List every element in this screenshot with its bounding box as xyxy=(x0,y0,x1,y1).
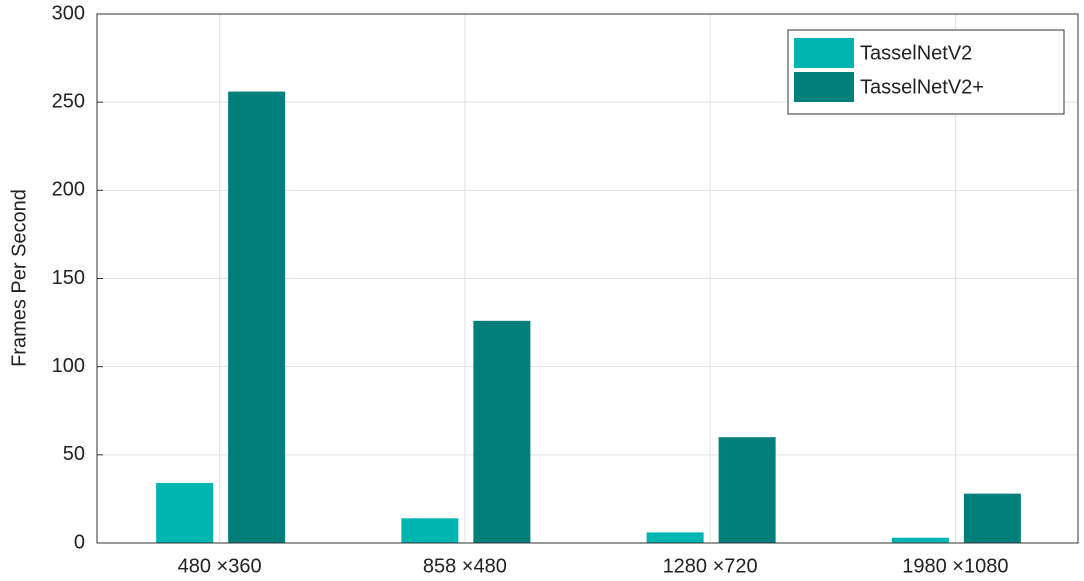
x-tick-label: 858 ×480 xyxy=(423,555,507,577)
bar xyxy=(473,320,531,543)
legend-swatch xyxy=(794,38,854,68)
bar xyxy=(401,518,459,543)
legend-label: TasselNetV2 xyxy=(860,42,972,64)
bar xyxy=(718,437,776,543)
y-axis-label: Frames Per Second xyxy=(8,189,30,367)
x-tick-label: 1980 ×1080 xyxy=(902,555,1008,577)
legend-swatch xyxy=(794,72,854,102)
x-tick-label: 1280 ×720 xyxy=(663,555,758,577)
y-tick-label: 150 xyxy=(52,267,85,289)
y-tick-label: 200 xyxy=(52,179,85,201)
y-tick-label: 50 xyxy=(63,443,85,465)
legend-label: TasselNetV2+ xyxy=(860,76,984,98)
x-tick-label: 480 ×360 xyxy=(178,555,262,577)
y-tick-label: 250 xyxy=(52,90,85,112)
bar xyxy=(156,483,214,543)
y-tick-label: 100 xyxy=(52,355,85,377)
y-tick-label: 300 xyxy=(52,2,85,24)
y-tick-label: 0 xyxy=(74,531,85,553)
plot-frame xyxy=(96,13,1079,544)
bar xyxy=(646,532,704,543)
bar xyxy=(891,537,949,543)
bar xyxy=(228,91,286,543)
bar xyxy=(963,493,1021,543)
